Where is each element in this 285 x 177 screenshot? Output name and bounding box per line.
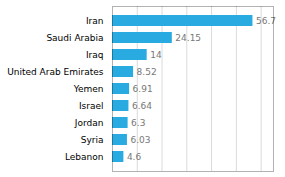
svg-text:United Arab Emirates: United Arab Emirates xyxy=(7,67,104,77)
svg-text:6.91: 6.91 xyxy=(133,84,153,94)
svg-text:4.6: 4.6 xyxy=(127,152,142,162)
svg-text:Israel: Israel xyxy=(79,101,104,111)
svg-text:6.3: 6.3 xyxy=(131,118,145,128)
svg-text:Yemen: Yemen xyxy=(73,84,104,94)
svg-text:6.64: 6.64 xyxy=(132,101,152,111)
svg-text:6.03: 6.03 xyxy=(130,135,150,145)
svg-text:Iran: Iran xyxy=(86,16,104,26)
svg-text:14: 14 xyxy=(150,50,162,60)
svg-text:Saudi Arabia: Saudi Arabia xyxy=(46,33,103,43)
svg-text:8.52: 8.52 xyxy=(137,67,157,77)
svg-text:Iraq: Iraq xyxy=(86,50,104,60)
svg-text:24.15: 24.15 xyxy=(175,33,201,43)
svg-text:Syria: Syria xyxy=(81,135,104,145)
svg-text:Jordan: Jordan xyxy=(74,118,104,128)
svg-text:Lebanon: Lebanon xyxy=(65,152,104,162)
svg-text:56.7: 56.7 xyxy=(256,16,276,26)
